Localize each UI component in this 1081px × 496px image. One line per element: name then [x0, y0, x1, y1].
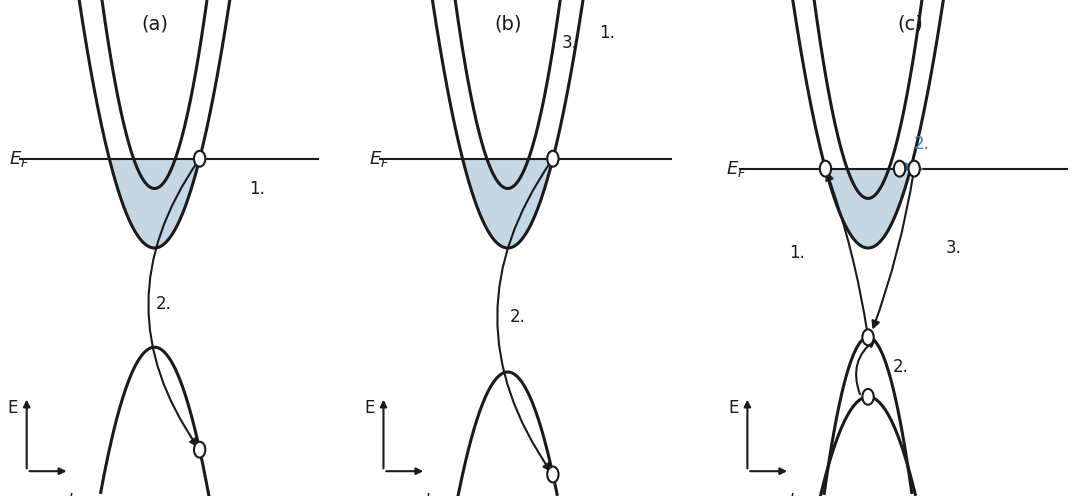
Text: $E_F$: $E_F$	[370, 149, 390, 169]
Text: 3.: 3.	[946, 239, 962, 257]
Circle shape	[819, 161, 831, 177]
Text: $E_F$: $E_F$	[9, 149, 30, 169]
Text: $k_{\parallel}$: $k_{\parallel}$	[424, 491, 442, 496]
Text: 1.: 1.	[599, 24, 615, 42]
Circle shape	[908, 161, 920, 177]
Text: (c): (c)	[897, 15, 923, 34]
Text: $k_{\parallel}$: $k_{\parallel}$	[788, 491, 806, 496]
Circle shape	[547, 151, 559, 167]
Text: 1.: 1.	[250, 180, 265, 198]
Text: 2.: 2.	[509, 308, 525, 325]
Text: 1.: 1.	[789, 244, 805, 262]
Circle shape	[863, 329, 873, 345]
Text: 2.: 2.	[893, 358, 909, 376]
Text: $E_F$: $E_F$	[726, 159, 747, 179]
Circle shape	[863, 389, 873, 405]
Text: E: E	[728, 399, 738, 417]
Text: E: E	[364, 399, 374, 417]
Text: 3.: 3.	[562, 34, 577, 52]
Circle shape	[193, 151, 205, 167]
Text: 2.: 2.	[157, 295, 172, 313]
Circle shape	[547, 467, 559, 483]
Text: E: E	[8, 399, 17, 417]
Text: (a): (a)	[141, 15, 168, 34]
Circle shape	[193, 442, 205, 458]
Text: (b): (b)	[494, 15, 521, 34]
Text: 2.: 2.	[913, 135, 930, 153]
Circle shape	[894, 161, 905, 177]
Text: $k_{\parallel}$: $k_{\parallel}$	[67, 491, 85, 496]
